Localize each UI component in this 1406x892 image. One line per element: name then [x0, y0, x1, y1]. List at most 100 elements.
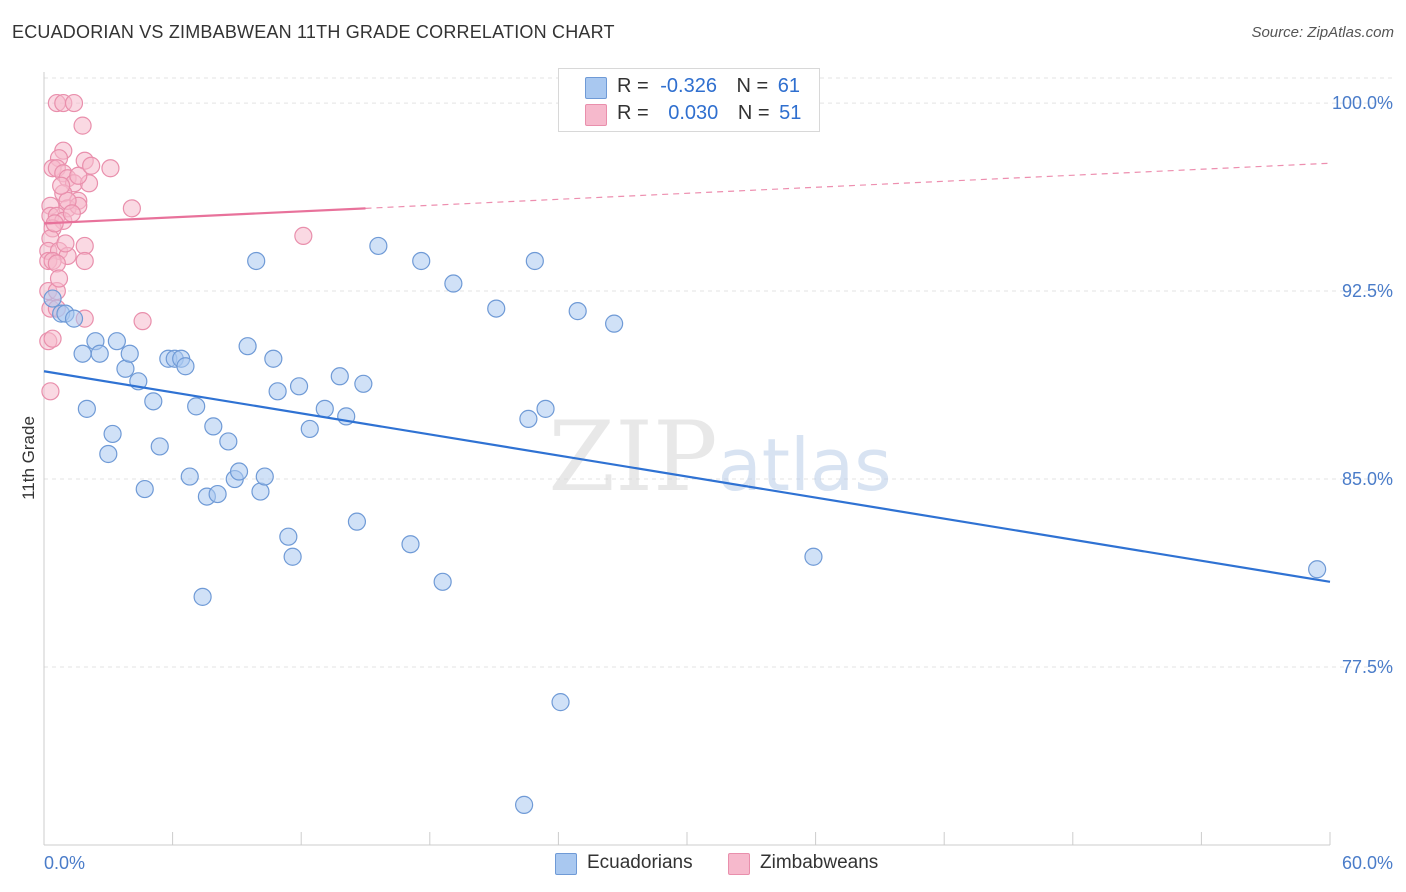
- ecuadorian-point: [64, 309, 84, 328]
- ecuadorian-point: [300, 419, 319, 439]
- legend-n-value: 51: [779, 102, 802, 124]
- zimbabwean-point: [69, 166, 88, 185]
- bottom-legend-swatch-blue: [555, 853, 577, 875]
- ecuadorian-point: [279, 527, 298, 546]
- ecuadorian-point: [150, 437, 169, 456]
- ecuadorian-point: [369, 236, 388, 256]
- zimbabwean-point: [75, 251, 94, 271]
- ecuadorians-points: [43, 236, 1327, 814]
- ecuadorian-point: [208, 484, 227, 504]
- legend-n-value: 61: [777, 75, 801, 97]
- ecuadorian-point: [116, 359, 135, 378]
- ecuadorian-point: [247, 251, 266, 271]
- ecuadorian-point: [347, 512, 367, 531]
- ecuadorian-point: [268, 382, 287, 401]
- ecuadorian-point: [99, 444, 118, 464]
- grid-lines: [44, 77, 1393, 668]
- ecuadorian-point: [804, 547, 823, 566]
- zimbabwean-point: [56, 234, 75, 253]
- ecuadorian-point: [193, 587, 212, 606]
- chart-title: ECUADORIAN VS ZIMBABWEAN 11TH GRADE CORR…: [12, 22, 615, 42]
- x-ticks: [43, 832, 1331, 845]
- ecuadorian-point: [90, 344, 109, 363]
- ecuadorian-point: [144, 392, 163, 411]
- legend-r-label: R =: [617, 75, 649, 97]
- ecuadorian-point: [568, 302, 587, 321]
- watermark: ZIPatlas: [548, 401, 891, 513]
- zimbabwean-point: [122, 199, 141, 218]
- ecuadorian-point: [515, 795, 534, 814]
- zimbabwean-point: [73, 116, 92, 135]
- ecuadorian-point: [73, 344, 92, 363]
- zimbabwean-point: [133, 312, 152, 331]
- ecuadorian-point: [605, 314, 624, 333]
- ecuadorian-point: [238, 337, 257, 356]
- ecuadorians-trend-line: [43, 370, 1331, 583]
- y-axis-label: 11th Grade: [19, 416, 38, 500]
- ecuadorian-point: [103, 424, 122, 444]
- zimbabwean-point: [82, 156, 101, 175]
- zimbabwean-point: [64, 93, 84, 113]
- ecuadorian-point: [135, 479, 154, 499]
- legend-r-value: -0.326: [660, 75, 717, 97]
- legend-n-label: N =: [737, 102, 770, 124]
- y-tick-labels: 100.0% 92.5% 85.0% 77.5%: [1332, 93, 1393, 677]
- ecuadorian-point: [330, 367, 349, 386]
- bottom-legend-label: Ecuadorians: [587, 852, 693, 873]
- zimbabwean-point: [52, 176, 71, 195]
- legend-n-label: N =: [736, 75, 769, 97]
- ecuadorian-point: [412, 251, 431, 271]
- x-tick-label-right: 60.0%: [1342, 853, 1393, 873]
- zimbabwean-point: [101, 159, 120, 178]
- y-tick-label: 85.0%: [1342, 469, 1393, 489]
- zimbabweans-trend-line: [43, 207, 366, 225]
- ecuadorian-point: [519, 409, 538, 428]
- x-tick-label-left: 0.0%: [44, 853, 85, 873]
- zimbabwean-point: [41, 382, 60, 401]
- correlation-legend: R = -0.326 N = 61 R = 0.030 N = 51: [558, 68, 820, 132]
- ecuadorian-point: [219, 432, 238, 451]
- zimbabweans-trend-extension: [365, 162, 1331, 209]
- ecuadorian-point: [229, 462, 249, 481]
- legend-swatch-blue: [585, 77, 607, 99]
- ecuadorian-point: [536, 399, 555, 418]
- ecuadorian-point: [315, 399, 334, 418]
- bottom-legend-swatch-pink: [728, 853, 750, 875]
- trend-lines: [43, 162, 1331, 583]
- ecuadorian-point: [1308, 560, 1327, 579]
- zimbabwean-point: [47, 254, 66, 273]
- zimbabwean-point: [49, 269, 69, 288]
- source-label: Source: ZipAtlas.com: [1251, 24, 1394, 41]
- ecuadorian-point: [187, 397, 206, 416]
- ecuadorian-point: [77, 399, 96, 418]
- ecuadorian-point: [264, 349, 283, 368]
- y-tick-label: 92.5%: [1342, 281, 1393, 301]
- ecuadorian-point: [251, 482, 270, 501]
- ecuadorian-point: [433, 572, 452, 591]
- ecuadorian-point: [204, 417, 223, 436]
- zimbabwean-point: [43, 329, 62, 348]
- bottom-legend-label: Zimbabweans: [760, 852, 879, 873]
- legend-swatch-pink: [585, 104, 607, 126]
- ecuadorian-point: [487, 299, 506, 318]
- legend-r-value: 0.030: [668, 102, 719, 124]
- ecuadorian-point: [525, 251, 544, 271]
- ecuadorian-point: [354, 374, 373, 393]
- zimbabwean-point: [294, 226, 313, 246]
- ecuadorian-point: [283, 547, 302, 566]
- ecuadorian-point: [444, 274, 463, 293]
- ecuadorian-point: [255, 467, 274, 486]
- zimbabwean-point: [62, 204, 81, 223]
- ecuadorian-point: [289, 377, 309, 396]
- ecuadorian-point: [176, 357, 195, 376]
- y-tick-label: 77.5%: [1342, 657, 1393, 677]
- ecuadorian-point: [120, 344, 139, 363]
- y-tick-label: 100.0%: [1332, 93, 1393, 113]
- ecuadorian-point: [180, 467, 199, 486]
- ecuadorian-point: [107, 332, 126, 351]
- legend-r-label: R =: [617, 102, 649, 124]
- ecuadorian-point: [551, 693, 570, 712]
- ecuadorian-point: [43, 289, 62, 308]
- ecuadorian-point: [401, 535, 420, 554]
